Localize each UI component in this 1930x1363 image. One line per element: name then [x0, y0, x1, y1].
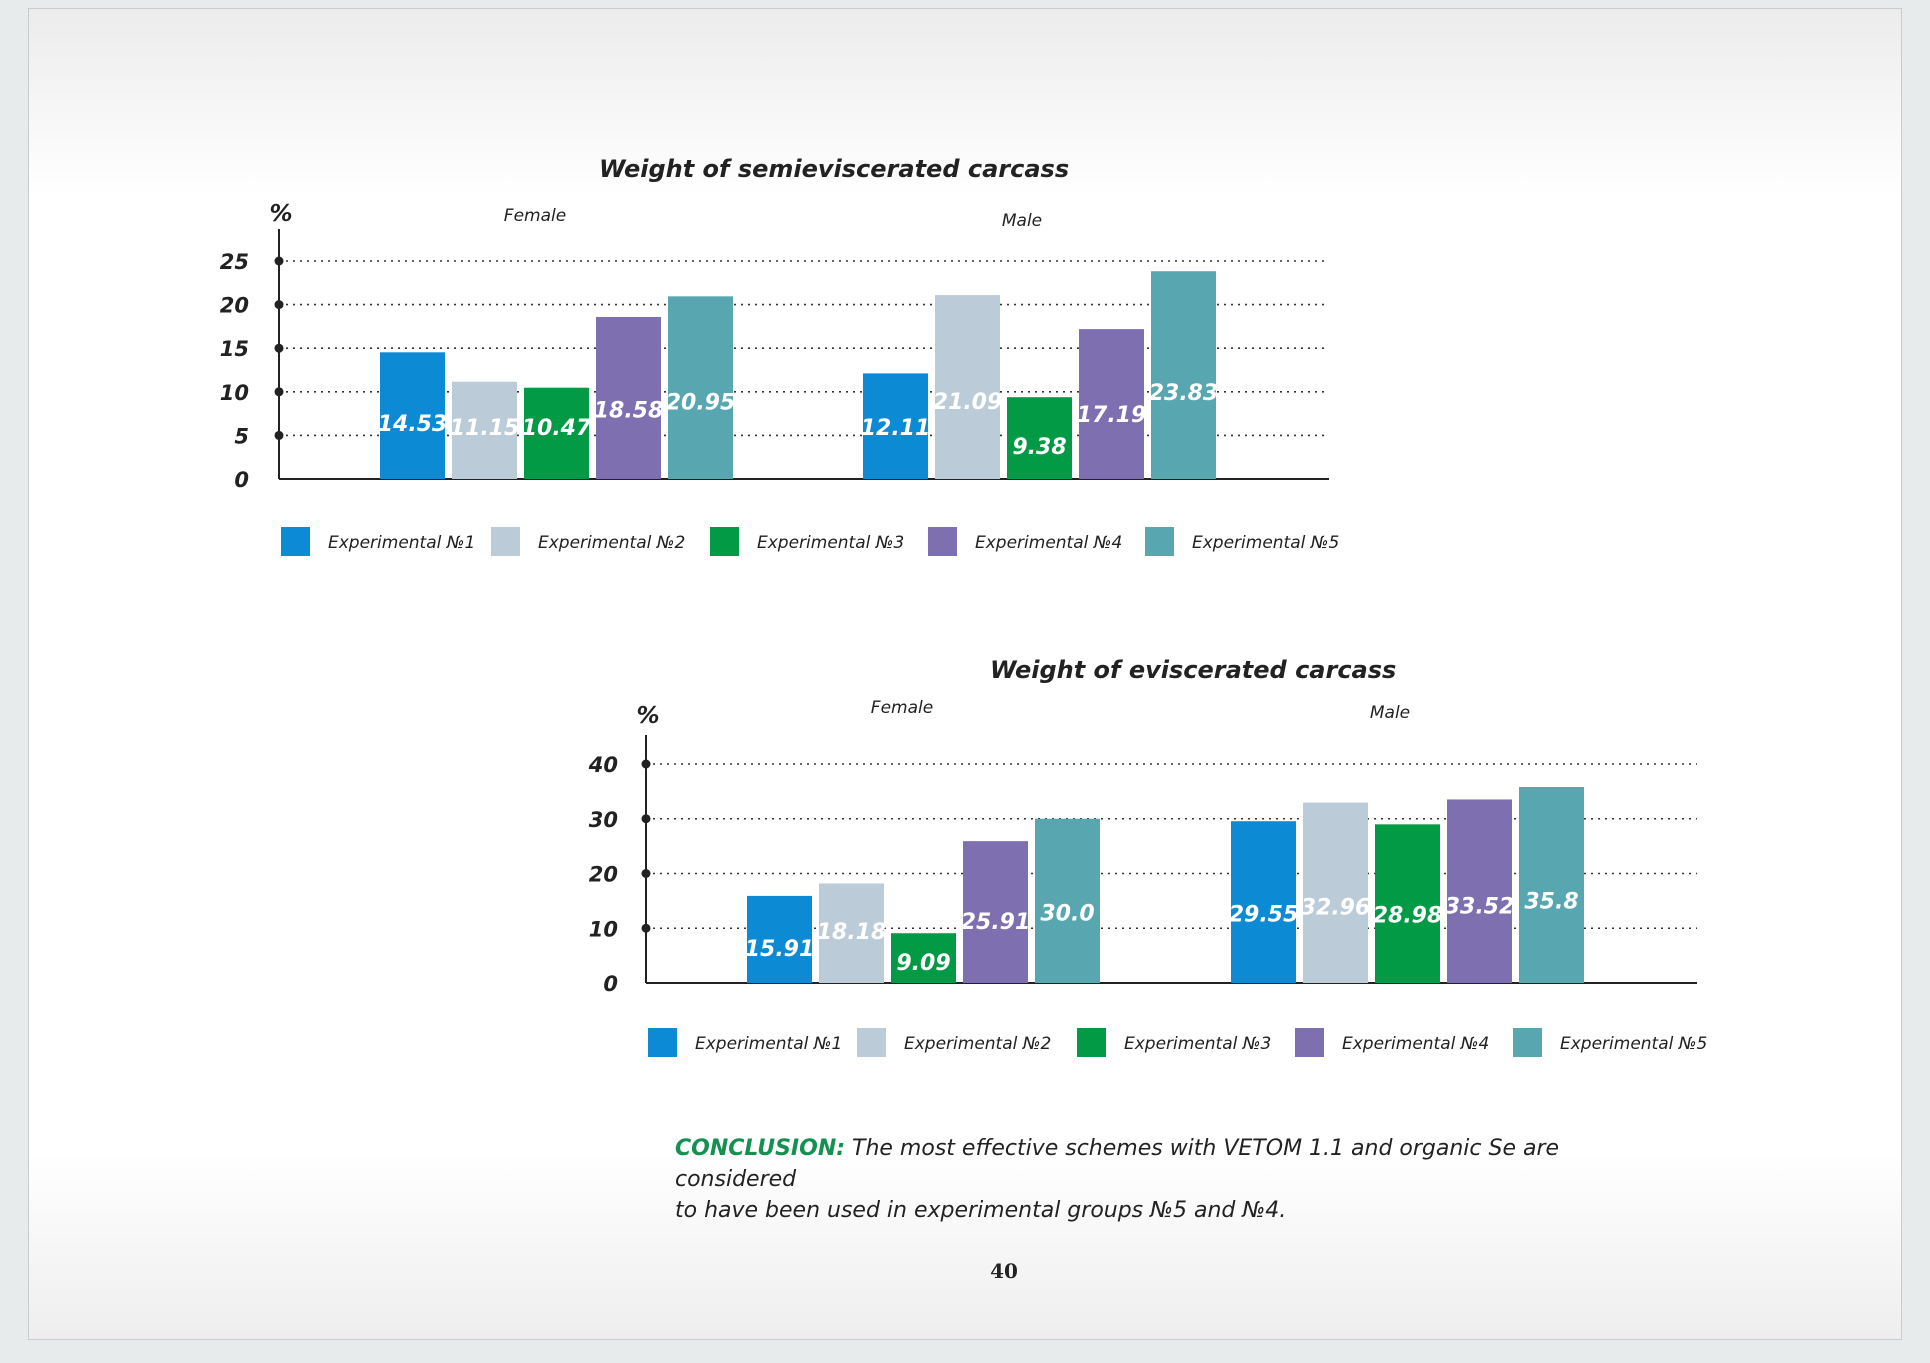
chart-2-category-label: Female: [871, 698, 933, 718]
conclusion-line-1: The most effective schemes with VETOM 1.…: [675, 1136, 1560, 1192]
chart-1-data-label: 18.58: [594, 398, 664, 423]
chart-1-bar: [1151, 271, 1216, 479]
chart-2-y-axis-label: %: [636, 703, 659, 729]
chart-2-data-label: 30.0: [1040, 902, 1094, 927]
chart-1-data-label: 21.09: [933, 390, 1003, 415]
chart-1-data-label: 23.83: [1149, 381, 1219, 406]
chart-1-bar: [596, 316, 661, 479]
chart-1-legend-swatch: [491, 527, 520, 556]
chart-2-data-label: 15.91: [745, 937, 815, 962]
chart-2-bar: [963, 841, 1028, 983]
chart-1-bar: [668, 296, 733, 479]
chart-2-bar: [1035, 818, 1100, 983]
chart-1-bar: [1079, 329, 1144, 479]
chart-1-bar: [380, 352, 445, 479]
chart-2-legend-label: Experimental №5: [1560, 1034, 1707, 1054]
conclusion-heading: CONCLUSION:: [675, 1136, 846, 1161]
chart-2-bar: [1303, 802, 1368, 983]
chart-1-legend-label: Experimental №5: [1192, 533, 1339, 553]
conclusion-line-2: to have been used in experimental groups…: [675, 1198, 1287, 1223]
chart-2-data-label: 18.18: [817, 920, 887, 945]
chart-2-data-label: 32.96: [1301, 895, 1371, 920]
page-number: 40: [990, 1259, 1018, 1283]
chart-2-bar: [1447, 799, 1512, 983]
chart-2-legend-label: Experimental №3: [1124, 1034, 1271, 1054]
chart-2-legend-swatch: [648, 1028, 677, 1057]
chart-1-legend-label: Experimental №2: [538, 533, 685, 553]
chart-2-bar: [819, 883, 884, 983]
chart-1-data-label: 17.19: [1077, 403, 1147, 428]
chart-2-data-label: 9.09: [896, 951, 950, 976]
chart-1-y-axis-label: %: [269, 201, 292, 227]
chart-2-bar: [747, 895, 812, 983]
chart-2-y-tick-label: 10: [589, 917, 618, 941]
chart-2-data-label: 35.8: [1524, 890, 1578, 915]
chart-2-legend-swatch: [1295, 1028, 1324, 1057]
chart-2-data-label: 29.55: [1229, 903, 1299, 928]
chart-2-legend-swatch: [1077, 1028, 1106, 1057]
chart-2-y-tick-label: 40: [588, 753, 618, 777]
chart-1-y-tick-label: 25: [220, 250, 249, 274]
chart-1-data-label: 9.38: [1012, 435, 1066, 460]
document-page: Weight of semieviscerated carcass 0 5 10 15…: [28, 8, 1902, 1340]
chart-1-data-label: 12.11: [861, 416, 931, 441]
chart-1-bar: [524, 387, 589, 479]
chart-1-legend-label: Experimental №4: [975, 533, 1122, 553]
chart-1-legend-swatch: [710, 527, 739, 556]
chart-2-data-label: 33.52: [1445, 894, 1515, 919]
chart-1-category-label: Male: [1002, 211, 1042, 231]
chart-1-bar: [935, 295, 1000, 479]
chart-1-y-tick-label: 20: [220, 294, 249, 318]
chart-1-legend-label: Experimental №3: [757, 533, 904, 553]
chart-2-bar: [1375, 824, 1440, 983]
chart-1-legend-label: Experimental №1: [328, 533, 475, 553]
chart-1-bar: [863, 373, 928, 479]
chart-1-y-tick-label: 5: [234, 424, 249, 448]
chart-2-title: Weight of eviscerated carcass: [990, 656, 1397, 684]
chart-2-y-tick-label: 30: [589, 808, 618, 832]
chart-2-bar: [891, 933, 956, 983]
chart-1-legend-swatch: [281, 527, 310, 556]
chart-2-legend-swatch: [857, 1028, 886, 1057]
chart-1-data-label: 14.53: [378, 412, 448, 437]
chart-2-y-tick-label: 0: [603, 972, 618, 996]
chart-2-bar: [1519, 786, 1584, 983]
chart-1-y-tick-label: 10: [220, 381, 249, 405]
chart-1-data-label: 10.47: [522, 416, 592, 441]
conclusion-text: CONCLUSION: The most effective schemes w…: [675, 1133, 1635, 1226]
chart-2-legend-label: Experimental №1: [695, 1034, 842, 1054]
chart-2-data-label: 28.98: [1373, 904, 1443, 929]
chart-2-category-label: Male: [1370, 703, 1410, 723]
chart-2-legend-label: Experimental №4: [1342, 1034, 1489, 1054]
chart-1-title: Weight of semieviscerated carcass: [599, 155, 1070, 183]
chart-2-y-tick-label: 20: [589, 863, 618, 887]
chart-2-bar: [1231, 821, 1296, 983]
chart-1-bar: [452, 381, 517, 479]
chart-1-data-label: 11.15: [450, 416, 520, 441]
chart-1-category-label: Female: [504, 206, 566, 226]
chart-1-y-tick-label: 0: [234, 468, 249, 492]
chart-1-data-label: 20.95: [666, 391, 736, 416]
chart-2-legend-label: Experimental №2: [904, 1034, 1051, 1054]
chart-2-legend-swatch: [1513, 1028, 1542, 1057]
chart-1-y-tick-label: 15: [220, 337, 249, 361]
chart-1-bar: [1007, 397, 1072, 479]
chart-2-data-label: 25.91: [961, 910, 1031, 935]
chart-1-legend-swatch: [928, 527, 957, 556]
chart-1-legend-swatch: [1145, 527, 1174, 556]
